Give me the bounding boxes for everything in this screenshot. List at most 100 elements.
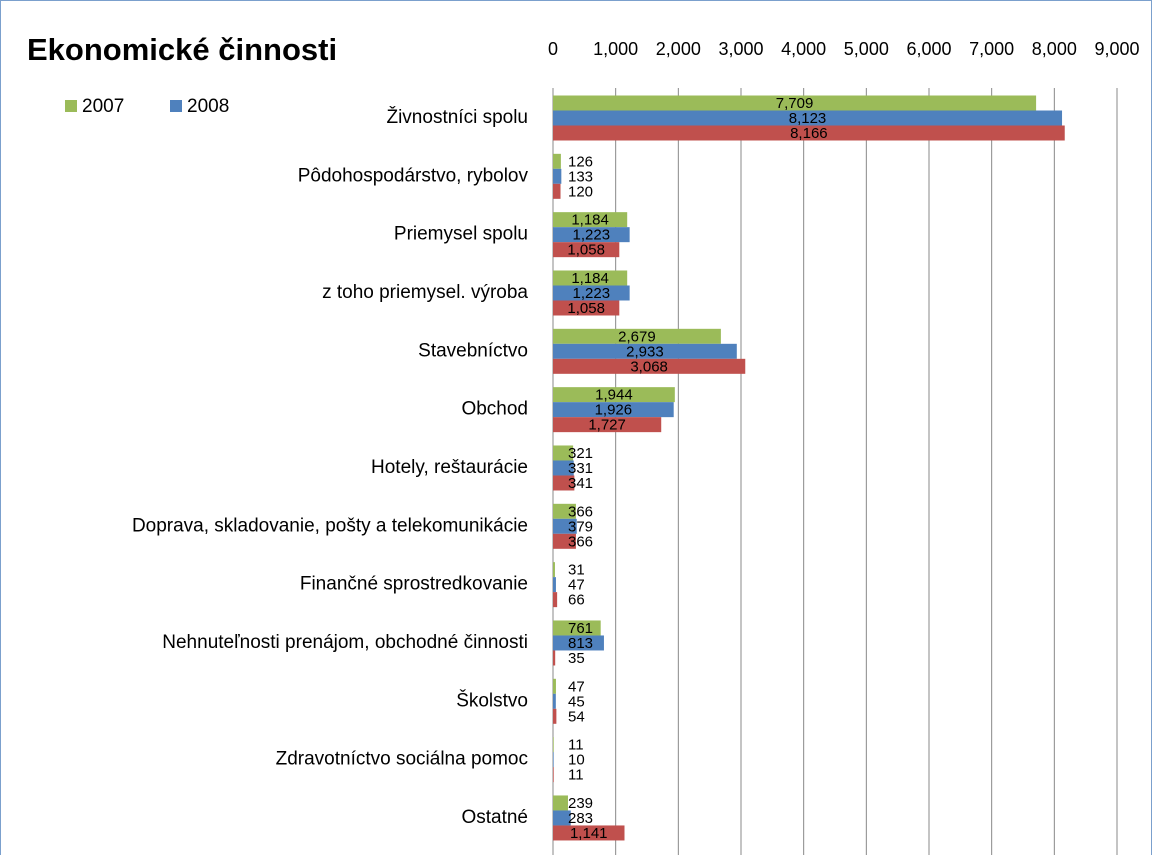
x-tick-label: 1,000 [593, 39, 638, 59]
bar [553, 183, 561, 199]
data-label: 366 [568, 503, 593, 520]
y-tick-label: Doprava, skladovanie, pošty a telekomuni… [132, 515, 528, 536]
y-tick-label: Obchod [461, 399, 528, 420]
y-tick-label: Hotely, reštaurácie [371, 457, 528, 478]
data-label: 2,933 [626, 343, 664, 360]
legend-swatch [170, 100, 182, 112]
data-label: 813 [568, 635, 593, 652]
x-tick-label: 8,000 [1032, 39, 1077, 59]
bar [553, 825, 625, 841]
data-label: 1,058 [567, 242, 605, 259]
bar [553, 270, 628, 286]
x-tick-label: 7,000 [969, 39, 1014, 59]
y-tick-label: Priemysel spolu [394, 224, 528, 245]
data-label: 761 [568, 620, 593, 637]
data-label: 126 [568, 153, 593, 170]
bar [553, 417, 662, 433]
bar [553, 503, 576, 519]
bar [553, 460, 574, 476]
bar [553, 708, 557, 724]
bar [553, 475, 575, 491]
bar [553, 343, 737, 359]
data-label: 47 [568, 678, 585, 695]
data-label: 11 [568, 767, 584, 784]
bar [553, 533, 576, 549]
data-label: 1,727 [588, 417, 626, 434]
bar [553, 795, 568, 811]
data-label: 366 [568, 533, 593, 550]
bar [553, 227, 630, 243]
data-label: 8,123 [789, 110, 827, 127]
bar [553, 767, 554, 783]
bar [553, 387, 675, 403]
bar [553, 168, 562, 184]
y-tick-label: Stavebníctvo [418, 340, 528, 361]
y-tick-label: Školstvo [456, 689, 528, 711]
bar [553, 445, 574, 461]
bar [553, 693, 556, 709]
bar [553, 242, 620, 258]
legend-label: 2008 [187, 96, 229, 117]
bar [553, 518, 577, 534]
bar [553, 577, 556, 593]
legend-label: 2007 [82, 96, 124, 117]
data-label: 341 [568, 475, 593, 492]
bar [553, 358, 746, 374]
bar [553, 737, 554, 753]
x-tick-label: 2,000 [656, 39, 701, 59]
bar [553, 620, 601, 636]
chart-title: Ekonomické činnosti [27, 32, 337, 67]
x-tick-label: 9,000 [1094, 39, 1139, 59]
data-label: 35 [568, 650, 585, 667]
bar [553, 125, 1065, 141]
x-tick-label: 6,000 [906, 39, 951, 59]
y-tick-label: Zdravotníctvo sociálna pomoc [276, 749, 528, 770]
data-label: 45 [568, 693, 585, 710]
data-label: 47 [568, 577, 585, 594]
x-tick-label: 3,000 [718, 39, 763, 59]
data-label: 379 [568, 518, 593, 535]
data-label: 3,068 [630, 358, 668, 375]
bar [553, 592, 558, 608]
data-label: 1,184 [571, 270, 609, 287]
y-tick-label: Ostatné [461, 807, 528, 828]
data-label: 239 [568, 795, 593, 812]
data-label: 1,058 [567, 300, 605, 317]
data-label: 1,926 [595, 402, 633, 419]
y-tick-label: Nehnuteľnosti prenájom, obchodné činnost… [162, 632, 528, 653]
data-label: 321 [568, 445, 593, 462]
data-label: 2,679 [618, 328, 656, 345]
bar [553, 635, 604, 651]
y-tick-label: Pôdohospodárstvo, rybolov [298, 165, 529, 186]
bar [553, 110, 1063, 126]
bar [553, 678, 556, 694]
bar [553, 285, 630, 301]
data-label: 31 [568, 562, 585, 579]
bar [553, 810, 571, 826]
data-label: 8,166 [790, 125, 828, 142]
y-tick-label: z toho priemysel. výroba [322, 282, 528, 303]
x-tick-label: 0 [548, 39, 558, 59]
data-label: 66 [568, 592, 585, 609]
data-label: 54 [568, 708, 585, 725]
x-tick-label: 4,000 [781, 39, 826, 59]
data-label: 10 [568, 752, 585, 769]
data-label: 7,709 [776, 95, 814, 112]
data-label: 1,223 [573, 285, 611, 302]
data-label: 11 [568, 737, 584, 754]
y-tick-label: Živnostníci spolu [386, 106, 528, 128]
bar [553, 562, 555, 578]
bar [553, 212, 628, 228]
bar [553, 300, 620, 316]
y-tick-label: Finančné sprostredkovanie [300, 574, 528, 595]
bar [553, 153, 561, 169]
bar [553, 95, 1037, 111]
x-tick-label: 5,000 [844, 39, 889, 59]
data-label: 283 [568, 810, 593, 827]
bar [553, 650, 556, 666]
data-label: 1,223 [573, 227, 611, 244]
legend-swatch [65, 100, 77, 112]
data-label: 120 [568, 183, 593, 200]
bar [553, 328, 721, 344]
